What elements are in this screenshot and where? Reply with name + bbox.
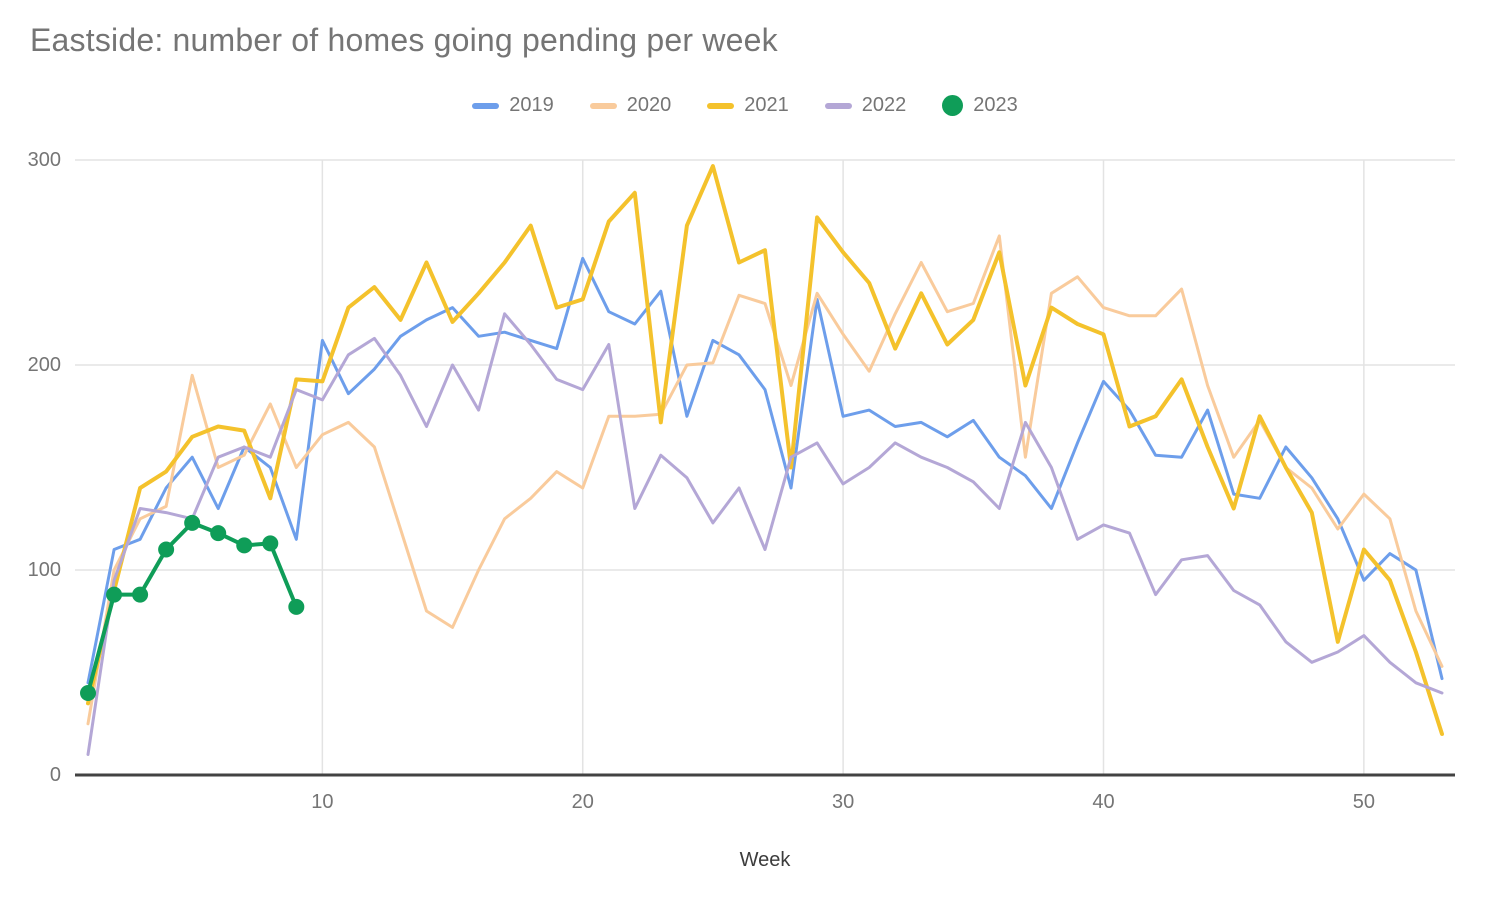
data-point-2023 — [132, 586, 149, 603]
legend-swatch-2019-line-icon — [472, 102, 500, 109]
legend-label: 2020 — [626, 94, 672, 116]
legend-swatch-2023-dot-icon — [942, 95, 964, 116]
legend-item-2023: 2023 — [942, 94, 1018, 117]
series-line-2019 — [86, 256, 1444, 685]
data-point-2023 — [262, 535, 279, 552]
legend-item-2022: 2022 — [824, 94, 907, 117]
legend-label: 2021 — [744, 94, 789, 116]
x-tick-label: 30 — [832, 791, 854, 813]
series-line-2022 — [86, 312, 1444, 756]
data-point-2023 — [184, 514, 201, 531]
data-point-2023 — [80, 685, 97, 701]
legend-item-2019: 2019 — [472, 94, 554, 117]
data-point-2023 — [158, 541, 175, 558]
y-tick-label: 300 — [28, 149, 61, 171]
y-tick-label: 100 — [28, 559, 61, 581]
legend-label: 2019 — [509, 94, 554, 116]
x-tick-label: 50 — [1353, 791, 1375, 813]
x-tick-label: 20 — [572, 791, 594, 813]
data-point-2023 — [288, 598, 305, 615]
x-tick-label: 40 — [1092, 791, 1114, 813]
data-point-2023 — [236, 537, 253, 554]
legend-label: 2022 — [861, 94, 907, 116]
legend-swatch-2022-line-icon — [824, 102, 852, 109]
legend-label: 2023 — [973, 94, 1018, 116]
y-tick-label: 200 — [28, 354, 61, 376]
data-point-2023 — [106, 586, 123, 603]
legend-item-2021: 2021 — [707, 94, 789, 117]
legend-swatch-2021-line-icon — [707, 102, 735, 109]
x-tick-label: 10 — [311, 791, 333, 813]
x-axis-title: Week — [739, 849, 791, 871]
legend-item-2020: 2020 — [589, 94, 672, 117]
series-line-2020 — [86, 234, 1444, 726]
data-point-2023 — [210, 525, 227, 542]
legend-swatch-2020-line-icon — [589, 102, 617, 109]
y-tick-label: 0 — [50, 764, 61, 786]
chart-title: Eastside: number of homes going pending … — [30, 22, 778, 58]
series-line-2021 — [86, 164, 1444, 736]
chart-legend: 2019 2020 2021 2022 2023 — [0, 94, 1490, 117]
